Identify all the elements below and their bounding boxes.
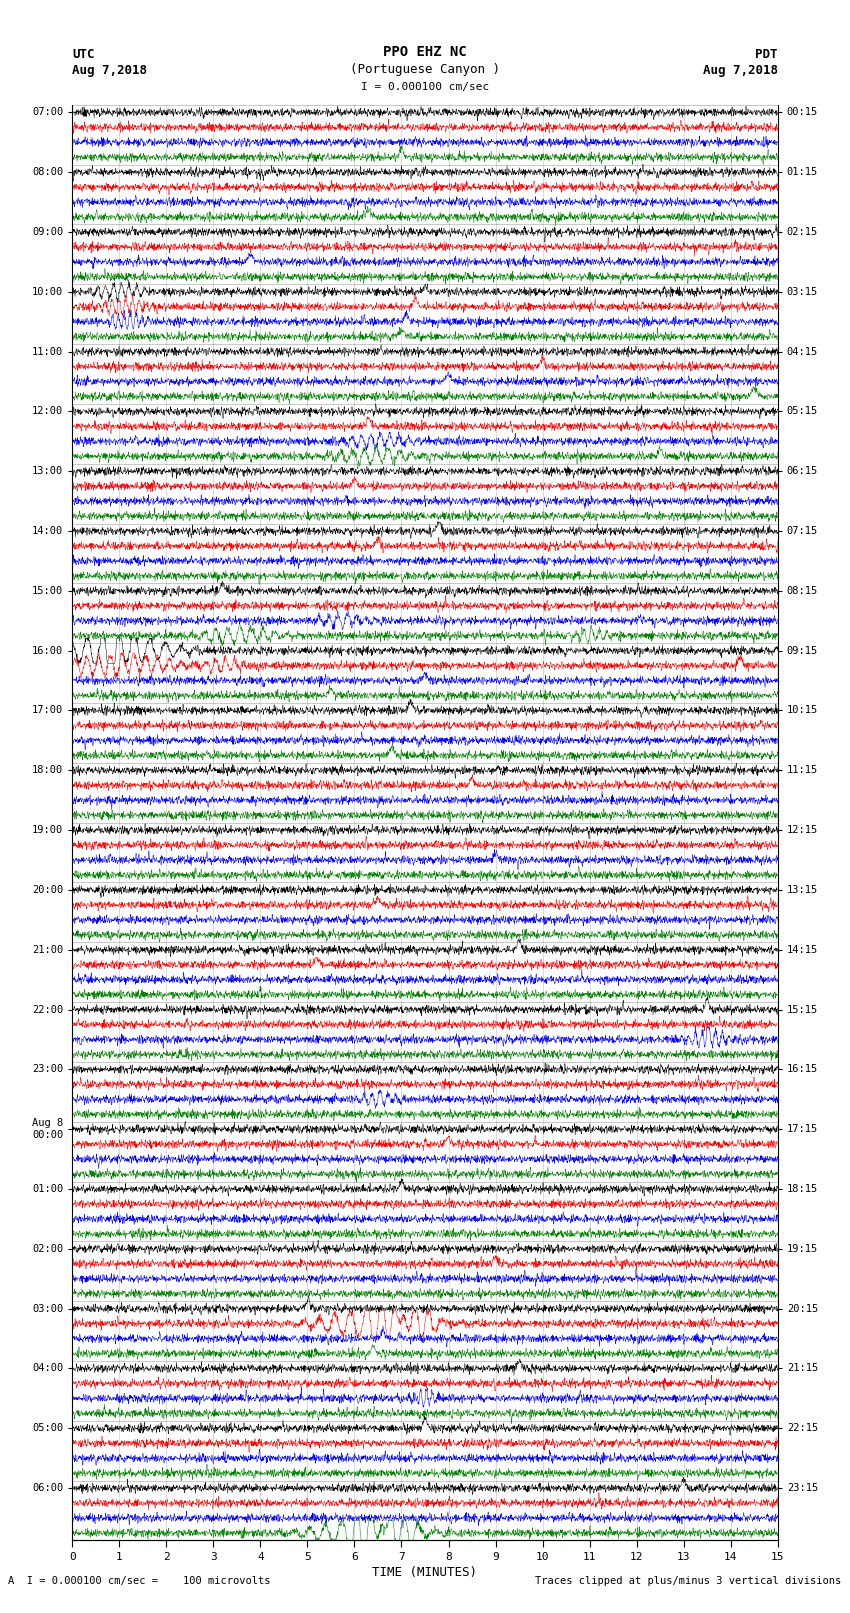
Text: I = 0.000100 cm/sec: I = 0.000100 cm/sec [361,82,489,92]
Text: (Portuguese Canyon ): (Portuguese Canyon ) [350,63,500,76]
Text: Traces clipped at plus/minus 3 vertical divisions: Traces clipped at plus/minus 3 vertical … [536,1576,842,1586]
Text: PDT: PDT [756,48,778,61]
X-axis label: TIME (MINUTES): TIME (MINUTES) [372,1566,478,1579]
Text: PPO EHZ NC: PPO EHZ NC [383,45,467,58]
Text: A  I = 0.000100 cm/sec =    100 microvolts: A I = 0.000100 cm/sec = 100 microvolts [8,1576,271,1586]
Text: Aug 7,2018: Aug 7,2018 [72,65,147,77]
Text: Aug 7,2018: Aug 7,2018 [703,65,778,77]
Text: UTC: UTC [72,48,94,61]
